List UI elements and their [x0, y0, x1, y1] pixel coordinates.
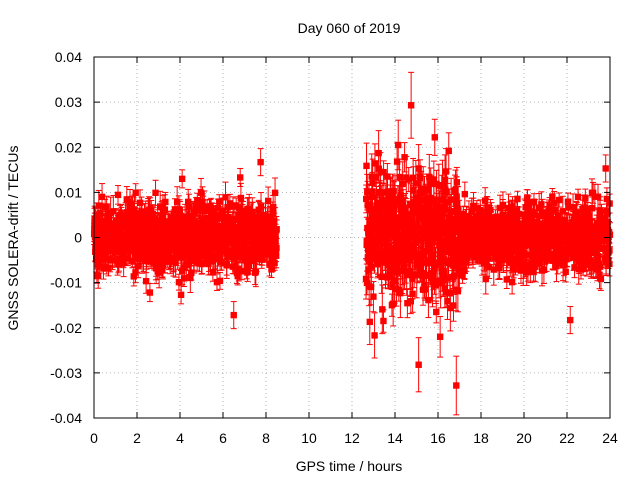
marker — [147, 236, 154, 243]
marker — [103, 204, 110, 211]
marker — [237, 194, 245, 202]
marker — [271, 189, 279, 197]
marker — [97, 250, 104, 258]
marker — [142, 277, 150, 285]
marker — [132, 189, 139, 197]
marker — [105, 216, 112, 224]
marker — [149, 211, 157, 218]
marker — [368, 263, 375, 270]
marker — [156, 246, 163, 254]
marker — [131, 206, 138, 213]
marker — [124, 220, 131, 227]
marker — [110, 208, 117, 215]
marker — [97, 210, 104, 218]
marker — [155, 269, 163, 276]
marker — [158, 213, 165, 221]
marker — [149, 252, 157, 260]
marker — [273, 226, 280, 233]
data-series — [90, 71, 614, 416]
marker — [216, 277, 224, 285]
marker — [366, 318, 373, 326]
marker — [162, 198, 169, 206]
marker — [120, 259, 127, 267]
marker — [264, 197, 272, 205]
marker — [94, 272, 102, 279]
marker — [98, 193, 106, 201]
marker — [363, 195, 370, 203]
marker — [96, 261, 103, 268]
marker — [162, 218, 170, 225]
marker — [150, 215, 157, 222]
data-point — [152, 179, 159, 206]
marker — [130, 273, 137, 280]
marker — [159, 267, 166, 274]
marker — [98, 217, 105, 224]
data-point — [162, 191, 169, 212]
marker — [273, 244, 280, 252]
marker — [131, 249, 139, 256]
marker — [159, 228, 166, 236]
marker — [93, 241, 100, 248]
marker — [100, 265, 107, 272]
marker — [105, 264, 112, 272]
marker — [271, 259, 278, 267]
marker — [114, 191, 122, 199]
marker — [272, 236, 279, 243]
marker — [139, 226, 146, 233]
marker — [370, 293, 377, 300]
marker — [152, 189, 159, 197]
marker — [142, 217, 150, 224]
marker — [136, 199, 144, 207]
marker — [363, 162, 370, 170]
